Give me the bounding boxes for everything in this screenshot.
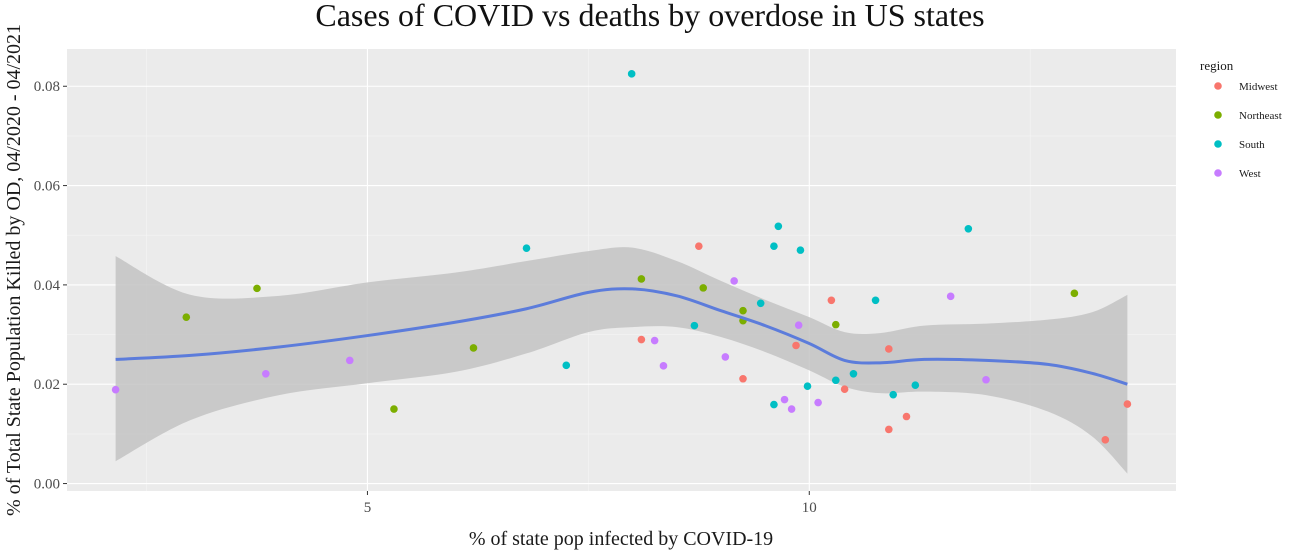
y-tick-label: 0.00	[34, 477, 60, 493]
y-tick-label: 0.04	[34, 278, 61, 294]
legend-key-midwest	[1214, 82, 1222, 90]
y-axis-ticks: 0.00 0.02 0.04 0.06 0.08	[34, 79, 67, 493]
data-point-south	[831, 376, 840, 385]
y-axis-title: % of Total State Population Killed by OD…	[3, 24, 25, 516]
legend-key-south	[1214, 140, 1222, 148]
x-tick-label: 10	[802, 500, 817, 516]
data-point-west	[794, 321, 803, 329]
data-point-midwest	[902, 412, 911, 421]
data-point-west	[982, 375, 990, 384]
data-point-midwest	[792, 341, 800, 350]
data-point-midwest	[1101, 436, 1110, 444]
data-point-south	[770, 242, 778, 250]
x-tick-label: 5	[364, 500, 372, 516]
y-tick-label: 0.02	[34, 377, 60, 393]
data-point-west	[262, 369, 270, 378]
data-point-west	[814, 398, 822, 407]
data-point-midwest	[637, 335, 646, 344]
data-point-northeast	[1070, 289, 1079, 298]
x-axis-title: % of state pop infected by COVID-19	[469, 528, 773, 550]
legend: region Midwest Northeast South West	[1200, 58, 1282, 180]
data-point-south	[690, 321, 699, 330]
data-point-south	[627, 70, 636, 78]
data-point-south	[522, 244, 531, 252]
data-point-west	[659, 362, 668, 370]
data-point-midwest	[695, 242, 703, 250]
data-point-midwest	[827, 296, 836, 305]
data-points-layer	[111, 70, 1132, 444]
data-point-midwest	[739, 374, 747, 383]
data-point-northeast	[390, 405, 398, 413]
y-tick-label: 0.06	[34, 179, 61, 195]
data-point-midwest	[840, 385, 849, 393]
data-point-northeast	[831, 320, 840, 329]
legend-label-west: West	[1239, 168, 1261, 180]
data-point-northeast	[637, 275, 646, 283]
data-point-northeast	[699, 284, 708, 292]
data-point-south	[770, 400, 778, 409]
data-point-west	[721, 353, 730, 361]
data-point-south	[911, 381, 920, 390]
confidence-band	[115, 247, 1128, 474]
data-point-south	[849, 369, 858, 378]
x-axis-ticks: 5 10	[364, 491, 817, 516]
data-point-midwest	[885, 345, 893, 353]
data-point-northeast	[182, 313, 191, 321]
legend-label-midwest: Midwest	[1239, 81, 1278, 93]
data-point-northeast	[469, 344, 478, 352]
smooth-line-layer	[115, 287, 1128, 386]
confidence-band-layer	[115, 247, 1128, 474]
chart-title: Cases of COVID vs deaths by overdose in …	[315, 0, 984, 33]
data-point-northeast	[739, 306, 747, 315]
legend-key-northeast	[1214, 111, 1222, 119]
data-point-midwest	[885, 425, 893, 434]
legend-title: region	[1200, 58, 1234, 73]
data-point-west	[650, 336, 659, 345]
data-point-south	[796, 246, 805, 254]
data-point-west	[345, 356, 354, 365]
data-point-west	[787, 405, 796, 413]
data-point-west	[780, 395, 789, 404]
data-point-west	[730, 277, 738, 285]
data-point-west	[946, 292, 955, 301]
y-tick-label: 0.08	[34, 79, 60, 95]
legend-key-west	[1214, 169, 1222, 177]
smooth-trend-line	[115, 287, 1128, 386]
data-point-south	[889, 390, 898, 399]
data-point-south	[562, 361, 571, 370]
data-point-south	[871, 296, 880, 305]
data-point-west	[111, 385, 120, 394]
legend-label-northeast: Northeast	[1239, 110, 1282, 122]
data-point-south	[803, 382, 812, 391]
data-point-south	[774, 222, 783, 231]
data-point-northeast	[253, 284, 261, 293]
data-point-midwest	[1123, 400, 1132, 408]
legend-label-south: South	[1239, 139, 1265, 151]
data-point-south	[756, 299, 765, 308]
data-point-south	[964, 224, 973, 233]
